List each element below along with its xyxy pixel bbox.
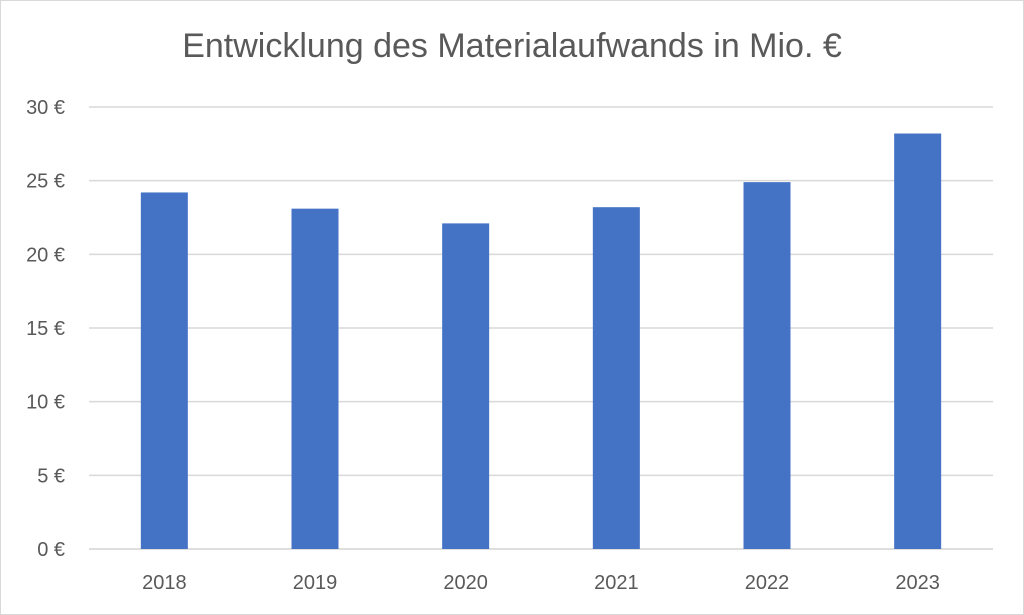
x-tick-label: 2022 (745, 572, 790, 594)
x-tick-label: 2020 (443, 572, 488, 594)
bar-2020 (442, 223, 490, 550)
x-tick-label: 2021 (594, 572, 639, 594)
bar-2023 (894, 133, 942, 549)
bar-2019 (291, 208, 339, 549)
bars (140, 133, 942, 550)
x-tick-label: 2023 (895, 572, 940, 594)
x-axis-tick-labels: 2018 2019 2020 2021 2022 2023 (142, 572, 940, 594)
x-tick-label: 2019 (293, 572, 338, 594)
grid-lines (89, 106, 993, 550)
chart-title: Entwicklung des Materialaufwands in Mio.… (182, 27, 842, 65)
y-tick-label: 20 € (26, 244, 65, 266)
bar-2018 (140, 192, 188, 549)
y-tick-label: 15 € (26, 318, 65, 340)
y-tick-label: 30 € (26, 97, 65, 119)
y-tick-label: 5 € (37, 465, 65, 487)
bar-2022 (743, 182, 791, 549)
x-tick-label: 2018 (142, 572, 187, 594)
y-tick-label: 25 € (26, 171, 65, 193)
y-tick-label: 0 € (37, 539, 65, 561)
y-axis-tick-labels: 0 € 5 € 10 € 15 € 20 € 25 € 30 € (26, 97, 65, 561)
y-tick-label: 10 € (26, 392, 65, 414)
bar-2021 (592, 207, 640, 550)
